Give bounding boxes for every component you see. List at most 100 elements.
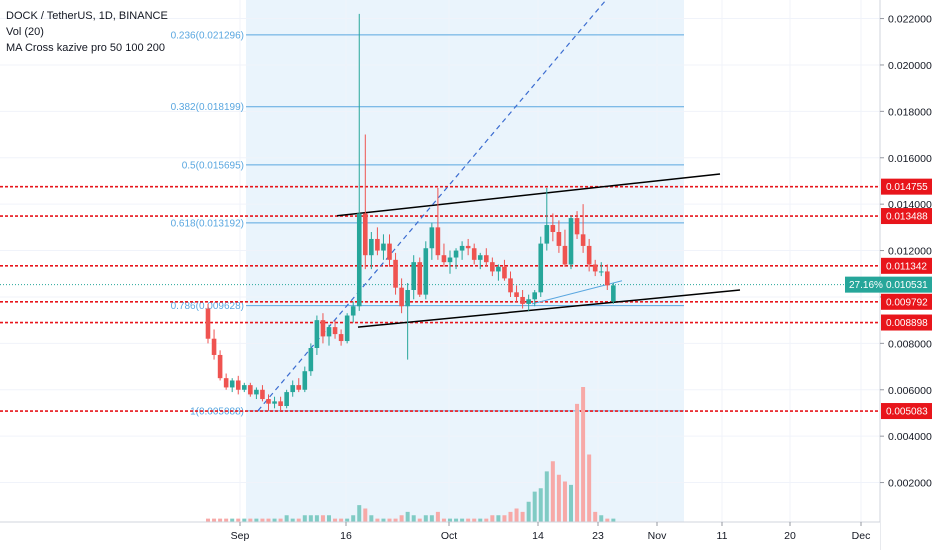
candle-body — [314, 320, 320, 348]
resistance-price-label: 0.009792 — [886, 297, 928, 308]
volume-bar — [206, 518, 210, 522]
price-axis-panel — [880, 0, 932, 550]
volume-bar — [448, 518, 452, 522]
volume-bar — [514, 508, 519, 522]
candle-body — [350, 306, 356, 316]
volume-bar — [339, 518, 344, 522]
resistance-price-tag — [881, 403, 932, 420]
time-tick-label: 11 — [717, 530, 728, 542]
time-tick-label: Sep — [231, 530, 250, 542]
volume-indicator-label[interactable]: Vol (20) — [6, 26, 44, 38]
price-tick-label: 0.016000 — [888, 153, 932, 165]
volume-bar — [224, 518, 229, 522]
candle-body — [290, 385, 295, 393]
candle-body — [574, 218, 580, 235]
candle-body — [272, 401, 277, 404]
volume-bar — [460, 518, 465, 522]
chart-legend: DOCK / TetherUS, 1D, BINANCE Vol (20) MA… — [6, 8, 168, 56]
candle-body — [326, 327, 332, 337]
volume-bar — [351, 515, 356, 522]
candle-body — [284, 392, 289, 406]
candle-body — [223, 378, 229, 388]
resistance-lines[interactable] — [0, 185, 880, 412]
candle-body — [490, 262, 495, 272]
candle-body — [562, 245, 568, 265]
candle-body — [387, 243, 392, 260]
candle-body — [465, 245, 471, 249]
candle-body — [580, 234, 586, 246]
resistance-price-tag — [881, 208, 932, 225]
volume-bar — [587, 454, 592, 522]
candle-body — [235, 380, 241, 390]
price-tick-label: 0.018000 — [888, 106, 932, 118]
candle-body — [278, 401, 283, 406]
volume-bar — [320, 515, 325, 522]
time-tick-label: 20 — [784, 530, 796, 542]
volume-bar — [381, 518, 386, 522]
fib-level-label: 1(0.005088) — [190, 406, 244, 417]
volume-bar — [544, 471, 549, 522]
change-percent-label: 27.16% — [849, 280, 883, 291]
fib-level-label: 0.5(0.015695) — [182, 160, 244, 171]
fib-level-label: 0.786(0.009628) — [171, 301, 244, 312]
volume-bar — [454, 518, 459, 522]
candle-body — [471, 248, 477, 260]
candle-body — [435, 227, 441, 256]
volume-bar — [526, 501, 531, 522]
candle-body — [605, 271, 610, 286]
grid — [0, 0, 880, 522]
candle-body — [217, 354, 223, 379]
volume-bar — [284, 515, 289, 522]
volume-bar — [248, 518, 253, 522]
volume-bar — [212, 518, 217, 522]
volume-bar — [599, 515, 604, 522]
change-badge — [845, 276, 881, 293]
candle-body — [393, 259, 398, 288]
candle-body — [526, 299, 531, 304]
volume-bar — [375, 518, 380, 522]
candle-body — [399, 287, 404, 307]
resistance-price-label: 0.008898 — [886, 318, 928, 329]
candle-body — [308, 348, 314, 372]
candle-body — [338, 334, 344, 342]
fibonacci-retracement[interactable]: 0.236(0.021296) 0.382(0.018199) 0.5(0.0156… — [171, 30, 684, 417]
candle-body — [508, 278, 513, 293]
resistance-price-label: 0.011342 — [886, 261, 927, 272]
candle-body — [453, 250, 459, 258]
candle-body — [248, 385, 253, 395]
candle-body — [363, 213, 368, 256]
candle-body — [556, 232, 562, 246]
channel-lower-line — [357, 289, 741, 328]
candle-body — [266, 399, 271, 404]
volume-bar — [242, 518, 247, 522]
candlesticks — [205, 13, 616, 411]
volume-bar — [218, 518, 223, 522]
price-tick-label: 0.022000 — [888, 14, 932, 26]
candle-body — [205, 308, 211, 339]
volume-bar — [266, 518, 271, 522]
price-tick-label: 0.006000 — [888, 385, 932, 397]
volume-bar — [387, 518, 392, 522]
ma-indicator-label[interactable]: MA Cross kazive pro 50 100 200 — [6, 42, 165, 54]
price-tick-label: 0.008000 — [888, 338, 932, 350]
volume-bar — [569, 484, 573, 522]
volume-bar — [478, 518, 483, 522]
candle-body — [302, 371, 308, 390]
volume-bar — [236, 518, 241, 522]
volume-bar — [435, 511, 440, 522]
symbol-title[interactable]: DOCK / TetherUS, 1D, BINANCE — [6, 10, 168, 22]
candle-body — [441, 255, 447, 263]
candle-body — [550, 225, 556, 232]
fib-level-label: 0.236(0.021296) — [171, 30, 244, 41]
volume-bar — [490, 515, 495, 522]
date-range-band — [246, 0, 684, 522]
volume-bar — [508, 511, 513, 522]
volume-bar — [260, 518, 265, 522]
resistance-price-label: 0.005083 — [886, 407, 928, 418]
candle-body — [356, 213, 362, 307]
candle-body — [484, 255, 489, 263]
candle-body — [423, 248, 429, 295]
time-tick-label: 16 — [340, 530, 352, 542]
